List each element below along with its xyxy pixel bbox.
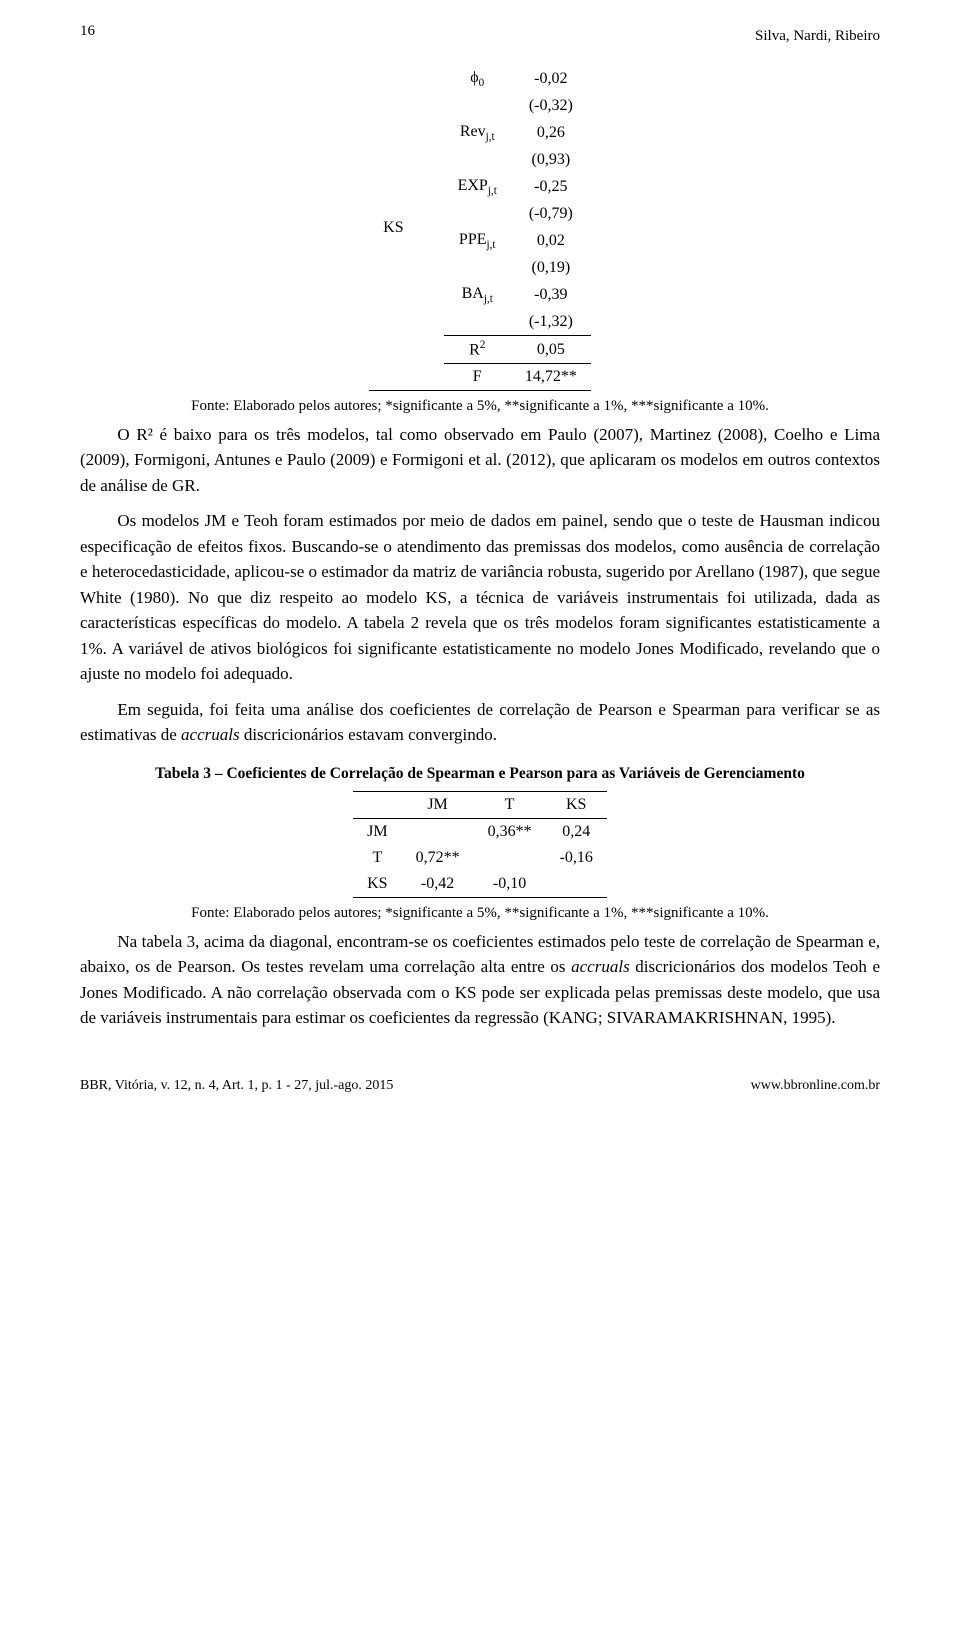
table2-val: 0,26 [511, 119, 591, 147]
table3-rowlabel: JM [353, 819, 401, 846]
table3-cell [474, 845, 546, 871]
table2-param: PPEj,t [444, 227, 511, 255]
table2-val: 0,02 [511, 227, 591, 255]
table2-model: KS [369, 65, 443, 391]
table3: JM T KS JM 0,36** 0,24 T 0,72** -0,16 KS… [353, 791, 607, 898]
table3-cell: -0,42 [402, 871, 474, 898]
table2-val: 14,72** [511, 364, 591, 391]
table3-col [353, 792, 401, 819]
table2-param-phi: ϕ0 [444, 65, 511, 93]
table3-cell: 0,72** [402, 845, 474, 871]
table2-val: (-1,32) [511, 309, 591, 336]
table3-cell: -0,16 [546, 845, 607, 871]
table2-val: -0,39 [511, 281, 591, 309]
table3-cell [402, 819, 474, 846]
table2-val: (-0,79) [511, 201, 591, 227]
table3-cell: 0,24 [546, 819, 607, 846]
table2-val: (-0,32) [511, 93, 591, 119]
table2-param: F [444, 364, 511, 391]
table3-rowlabel: T [353, 845, 401, 871]
table2-val: (0,93) [511, 147, 591, 173]
table2-param: R2 [444, 335, 511, 363]
table2-val: -0,25 [511, 173, 591, 201]
paragraph-4: Na tabela 3, acima da diagonal, encontra… [80, 929, 880, 1031]
table2-source: Fonte: Elaborado pelos autores; *signifi… [80, 395, 880, 418]
running-head: Silva, Nardi, Ribeiro [80, 25, 880, 48]
paragraph-3: Em seguida, foi feita uma análise dos co… [80, 697, 880, 748]
table3-col: KS [546, 792, 607, 819]
table2-val: (0,19) [511, 255, 591, 281]
table3-rowlabel: KS [353, 871, 401, 898]
table3-cell: -0,10 [474, 871, 546, 898]
table2-val: 0,05 [511, 335, 591, 363]
table2-param: BAj,t [444, 281, 511, 309]
footer-right: www.bbronline.com.br [751, 1075, 880, 1096]
table2-param: EXPj,t [444, 173, 511, 201]
table3-col: T [474, 792, 546, 819]
paragraph-1: O R² é baixo para os três modelos, tal c… [80, 422, 880, 499]
table3-col: JM [402, 792, 474, 819]
table2-val: -0,02 [511, 65, 591, 93]
table3-caption: Tabela 3 – Coeficientes de Correlação de… [80, 762, 880, 785]
table3-cell: 0,36** [474, 819, 546, 846]
table3-cell [546, 871, 607, 898]
table2-param: Revj,t [444, 119, 511, 147]
footer-left: BBR, Vitória, v. 12, n. 4, Art. 1, p. 1 … [80, 1075, 393, 1096]
table3-source: Fonte: Elaborado pelos autores; *signifi… [80, 902, 880, 925]
table2: KS ϕ0 -0,02 (-0,32) Revj,t 0,26 (0,93) E… [369, 65, 591, 391]
paragraph-2: Os modelos JM e Teoh foram estimados por… [80, 508, 880, 687]
